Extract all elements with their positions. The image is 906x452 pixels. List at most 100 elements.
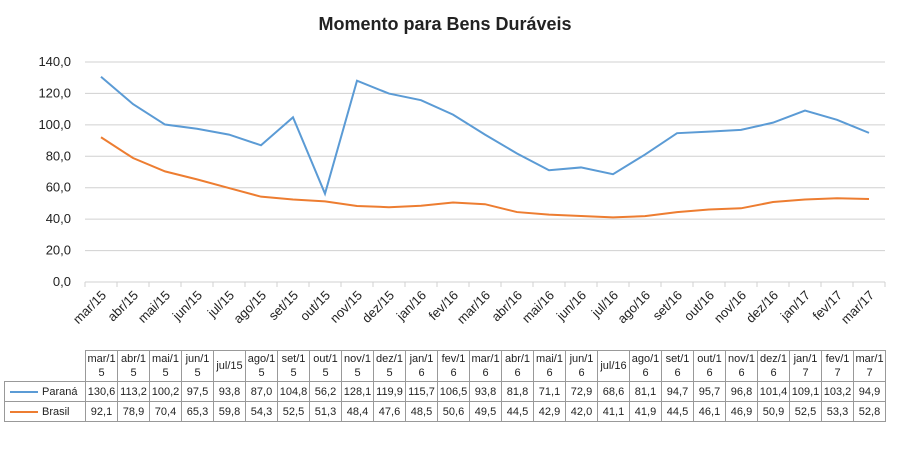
- x-tick-label: out/16: [681, 288, 717, 324]
- value-cell: 42,9: [533, 401, 566, 422]
- x-tick-label: nov/16: [711, 288, 749, 326]
- legend-label: Paraná: [42, 385, 78, 398]
- value-cell: 53,3: [821, 401, 854, 422]
- header-cell: jul/15: [213, 350, 246, 382]
- value-cell: 94,7: [661, 381, 694, 402]
- header-cell: set/15: [277, 350, 310, 382]
- header-cell: fev/16: [437, 350, 470, 382]
- x-tick-label: jun/15: [169, 288, 205, 324]
- value-cell: 51,3: [309, 401, 342, 422]
- x-tick-label: dez/16: [743, 288, 781, 326]
- header-cell: nov/15: [341, 350, 374, 382]
- corner: [5, 351, 86, 382]
- value-cell: 41,9: [629, 401, 662, 422]
- value-cell: 52,5: [789, 401, 822, 422]
- header-cell: jan/16: [405, 350, 438, 382]
- x-tick-label: mar/16: [454, 288, 493, 327]
- value-cell: 52,5: [277, 401, 310, 422]
- value-cell: 56,2: [309, 381, 342, 402]
- header-cell: mai/15: [149, 350, 182, 382]
- header-cell: set/16: [661, 350, 694, 382]
- series-line: [100, 136, 870, 219]
- value-cell: 94,9: [853, 381, 886, 402]
- value-cell: 71,1: [533, 381, 566, 402]
- value-cell: 101,4: [757, 381, 790, 402]
- value-cell: 93,8: [469, 381, 502, 402]
- value-cell: 46,1: [693, 401, 726, 422]
- header-cell: out/15: [309, 350, 342, 382]
- x-tick-label: ago/15: [230, 288, 269, 327]
- data-row: Paraná 130,6 113,2 100,2 97,5 93,8 87,0 104,8 56…: [4, 381, 886, 402]
- x-tick-label: jan/17: [777, 288, 813, 324]
- header-cell: jan/17: [789, 350, 822, 382]
- value-cell: 113,2: [117, 381, 150, 402]
- value-cell: 49,5: [469, 401, 502, 422]
- value-cell: 87,0: [245, 381, 278, 402]
- data-row: Brasil 92,1 78,9 70,4 65,3 59,8 54,3 52,5 51,3 48…: [4, 401, 886, 422]
- x-tick-label: nov/15: [327, 288, 365, 326]
- value-cell: 96,8: [725, 381, 758, 402]
- legend-cell: Brasil: [4, 401, 86, 422]
- x-tick-label: mai/15: [135, 288, 173, 326]
- value-cell: 130,6: [85, 381, 118, 402]
- header-cell: jul/16: [597, 350, 630, 382]
- value-cell: 100,2: [149, 381, 182, 402]
- value-cell: 48,5: [405, 401, 438, 422]
- x-tick-label: out/15: [297, 288, 333, 324]
- y-tick-label: 20,0: [46, 243, 71, 258]
- header-cell: mar/15: [85, 350, 118, 382]
- value-cell: 81,8: [501, 381, 534, 402]
- header-cell: ago/16: [629, 350, 662, 382]
- x-tick-label: mar/15: [70, 288, 109, 327]
- header-cell: out/16: [693, 350, 726, 382]
- chart-title: Momento para Bens Duráveis: [318, 14, 571, 34]
- legend-cell: Paraná: [4, 381, 86, 402]
- x-tick-label: jun/16: [553, 288, 589, 324]
- value-cell: 97,5: [181, 381, 214, 402]
- header-cell: dez/16: [757, 350, 790, 382]
- value-cell: 81,1: [629, 381, 662, 402]
- value-cell: 59,8: [213, 401, 246, 422]
- value-cell: 92,1: [85, 401, 118, 422]
- y-tick-label: 40,0: [46, 211, 71, 226]
- x-tick-label: mar/17: [838, 288, 877, 327]
- y-tick-label: 100,0: [38, 117, 71, 132]
- value-cell: 50,9: [757, 401, 790, 422]
- value-cell: 48,4: [341, 401, 374, 422]
- x-tick-label: ago/16: [614, 288, 653, 327]
- value-cell: 50,6: [437, 401, 470, 422]
- value-cell: 65,3: [181, 401, 214, 422]
- value-cell: 95,7: [693, 381, 726, 402]
- data-table: mar/15 abr/15 mai/15 jun/15 jul/15 ago/15 set/…: [4, 350, 886, 422]
- value-cell: 115,7: [405, 381, 438, 402]
- x-tick-label: set/15: [265, 288, 301, 324]
- header-cell: mar/17: [853, 350, 886, 382]
- value-cell: 106,5: [437, 381, 470, 402]
- value-cell: 42,0: [565, 401, 598, 422]
- legend-swatch: [10, 410, 38, 413]
- value-cell: 44,5: [661, 401, 694, 422]
- x-tick-label: abr/16: [488, 288, 525, 325]
- value-cell: 78,9: [117, 401, 150, 422]
- value-cell: 54,3: [245, 401, 278, 422]
- x-tick-label: mai/16: [519, 288, 557, 326]
- header-cell: nov/16: [725, 350, 758, 382]
- header-cell: abr/16: [501, 350, 534, 382]
- header-cell: jun/15: [181, 350, 214, 382]
- header-cell: fev/17: [821, 350, 854, 382]
- value-cell: 104,8: [277, 381, 310, 402]
- x-tick-label: abr/15: [104, 288, 141, 325]
- header-cell: abr/15: [117, 350, 150, 382]
- header-cell: jun/16: [565, 350, 598, 382]
- y-tick-label: 120,0: [38, 85, 71, 100]
- y-tick-label: 140,0: [38, 54, 71, 69]
- value-cell: 109,1: [789, 381, 822, 402]
- header-cell: mar/16: [469, 350, 502, 382]
- y-tick-label: 60,0: [46, 180, 71, 195]
- value-cell: 103,2: [821, 381, 854, 402]
- legend-swatch: [10, 390, 38, 393]
- value-cell: 128,1: [341, 381, 374, 402]
- value-cell: 72,9: [565, 381, 598, 402]
- header-row: mar/15 abr/15 mai/15 jun/15 jul/15 ago/15 set/…: [5, 350, 886, 382]
